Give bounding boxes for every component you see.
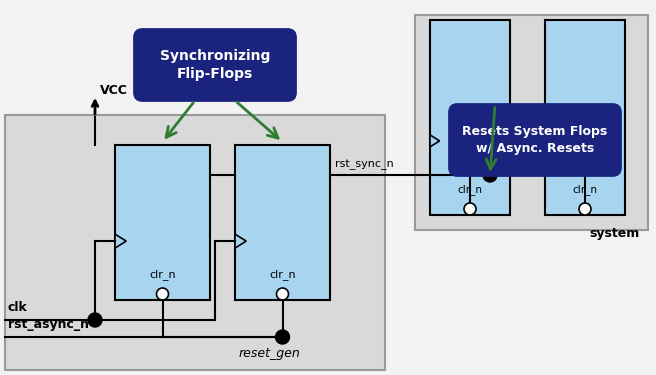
Text: reset_gen: reset_gen [238, 347, 300, 360]
Text: rst_sync_n: rst_sync_n [335, 160, 394, 170]
Polygon shape [430, 135, 440, 147]
Circle shape [276, 288, 289, 300]
Circle shape [579, 203, 591, 215]
Text: Synchronizing
Flip-Flops: Synchronizing Flip-Flops [160, 49, 270, 81]
FancyBboxPatch shape [5, 115, 385, 370]
Text: system: system [590, 227, 640, 240]
Polygon shape [235, 234, 246, 248]
FancyBboxPatch shape [134, 30, 295, 100]
Text: clr_n: clr_n [573, 184, 598, 195]
FancyBboxPatch shape [115, 145, 210, 300]
Text: clk: clk [8, 301, 28, 314]
Circle shape [88, 313, 102, 327]
Polygon shape [115, 234, 126, 248]
Text: clr_n: clr_n [269, 270, 296, 280]
FancyBboxPatch shape [430, 20, 510, 215]
FancyBboxPatch shape [235, 145, 330, 300]
Text: rst_async_n: rst_async_n [8, 318, 89, 331]
Circle shape [276, 330, 289, 344]
Circle shape [157, 288, 169, 300]
Text: clr_n: clr_n [149, 270, 176, 280]
Text: VCC: VCC [100, 84, 128, 96]
FancyBboxPatch shape [545, 20, 625, 215]
Circle shape [483, 168, 497, 182]
Polygon shape [545, 135, 554, 147]
FancyBboxPatch shape [449, 105, 621, 176]
FancyBboxPatch shape [415, 15, 648, 230]
Text: clr_n: clr_n [457, 184, 483, 195]
Text: Resets System Flops
w/ Async. Resets: Resets System Flops w/ Async. Resets [462, 125, 607, 155]
Circle shape [464, 203, 476, 215]
